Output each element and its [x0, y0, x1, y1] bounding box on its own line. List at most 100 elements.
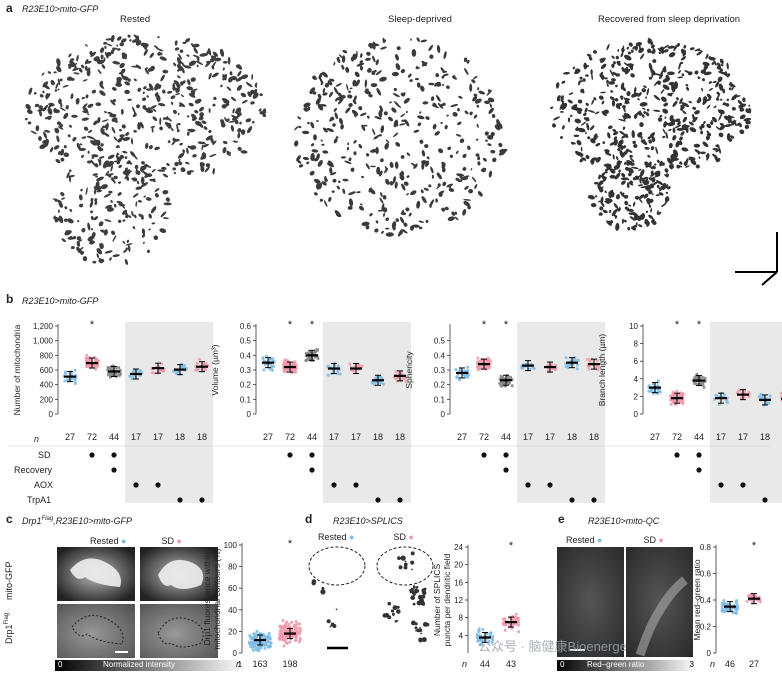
mitochondrion — [429, 199, 435, 207]
data-point — [595, 359, 599, 363]
mitochondrion — [82, 256, 88, 262]
mitochondrion — [104, 219, 112, 222]
mitochondrion — [365, 57, 371, 61]
mitochondrion — [651, 44, 655, 49]
data-point — [348, 362, 352, 366]
mitochondrion — [54, 216, 59, 222]
mitochondrion — [57, 63, 61, 66]
mitochondrion — [646, 198, 651, 203]
mitochondrion — [125, 132, 130, 136]
mitochondrion — [57, 209, 60, 213]
mitochondrion — [653, 94, 661, 101]
mitochondrion — [194, 98, 202, 104]
n-label: 17 — [351, 432, 361, 442]
mitochondrion — [708, 87, 713, 91]
data-point — [87, 358, 91, 362]
mitochondrion — [196, 64, 199, 68]
mitochondrion — [199, 53, 208, 57]
mitochondrion — [135, 168, 138, 175]
mitochondrion — [80, 251, 85, 255]
mitochondrion — [358, 205, 365, 211]
mitochondrion — [452, 75, 456, 79]
mitochondrion — [141, 97, 147, 101]
data-point — [475, 636, 479, 639]
data-point — [680, 394, 684, 398]
mitochondrion — [42, 90, 45, 94]
mitochondrion — [393, 101, 399, 105]
y-tick-label: 8 — [459, 614, 464, 623]
mitochondrion — [341, 64, 345, 70]
mitochondrion — [159, 117, 162, 126]
data-point — [297, 631, 301, 635]
mitochondrion — [739, 123, 743, 128]
n-label: 72 — [479, 432, 489, 442]
mitochondrion — [67, 134, 71, 138]
data-point — [268, 367, 272, 371]
mitochondrion — [692, 106, 697, 110]
data-point — [278, 638, 282, 642]
mitochondrion — [111, 117, 118, 122]
mitochondrion — [64, 231, 69, 236]
mitochondrion — [103, 132, 110, 137]
mitochondrion — [121, 52, 128, 58]
data-point — [108, 366, 112, 370]
y-tick-label: 0.2 — [240, 381, 252, 390]
mitochondrion — [595, 142, 601, 147]
mitochondrion — [400, 113, 406, 118]
mitochondrion — [329, 78, 335, 82]
data-point — [481, 628, 485, 631]
data-point — [454, 368, 458, 371]
mitochondrion — [715, 81, 720, 88]
mitochondrion — [103, 193, 112, 198]
mitochondrion — [154, 188, 160, 192]
mitochondrion — [56, 58, 61, 66]
mitochondrion — [137, 200, 142, 203]
mitochondrion — [99, 90, 106, 96]
mitochondrion — [74, 65, 77, 70]
mitochondrion — [634, 110, 642, 117]
data-point — [723, 393, 727, 397]
mitochondrion — [587, 136, 591, 140]
data-point — [271, 358, 275, 361]
mitochondrion — [63, 152, 69, 158]
mitochondrion — [657, 48, 664, 53]
data-point — [779, 391, 782, 395]
mitochondrion — [57, 126, 64, 130]
mitochondrion — [358, 106, 363, 111]
data-point — [85, 353, 89, 357]
mitochondrion — [621, 180, 626, 185]
mitochondrion — [118, 203, 125, 207]
mitochondrion — [355, 79, 360, 87]
mitochondrion — [634, 195, 640, 200]
mitochondrion — [644, 146, 650, 150]
panel-c-images — [57, 547, 218, 658]
mitochondrion — [133, 112, 137, 116]
data-point — [196, 368, 200, 372]
mitochondrion — [438, 191, 443, 197]
mitochondrion — [127, 244, 131, 252]
mitochondrion — [252, 120, 255, 124]
mitochondrion — [719, 125, 726, 131]
mitochondrion — [621, 172, 626, 178]
mitochondrion — [90, 140, 98, 146]
y-tick-label: 0.5 — [434, 337, 446, 346]
data-point — [285, 641, 289, 645]
splics-punctum — [335, 608, 338, 611]
data-point — [576, 358, 580, 362]
mitochondrion — [310, 143, 315, 147]
mitochondrion — [188, 60, 197, 67]
mitochondrion — [605, 198, 613, 203]
mitochondrion — [674, 118, 681, 123]
mitochondrion — [297, 116, 302, 120]
mitochondrion — [152, 108, 157, 112]
mitochondrion — [186, 54, 190, 57]
mitochondrion — [319, 198, 323, 202]
mitochondrion — [142, 91, 145, 95]
mitochondrion — [148, 213, 152, 219]
y-tick-label: 16 — [454, 578, 463, 587]
mitochondrion — [702, 78, 705, 82]
mitochondrion — [222, 74, 228, 81]
mitochondrion — [648, 139, 653, 144]
mitochondrion — [106, 205, 115, 210]
data-point — [370, 381, 374, 385]
